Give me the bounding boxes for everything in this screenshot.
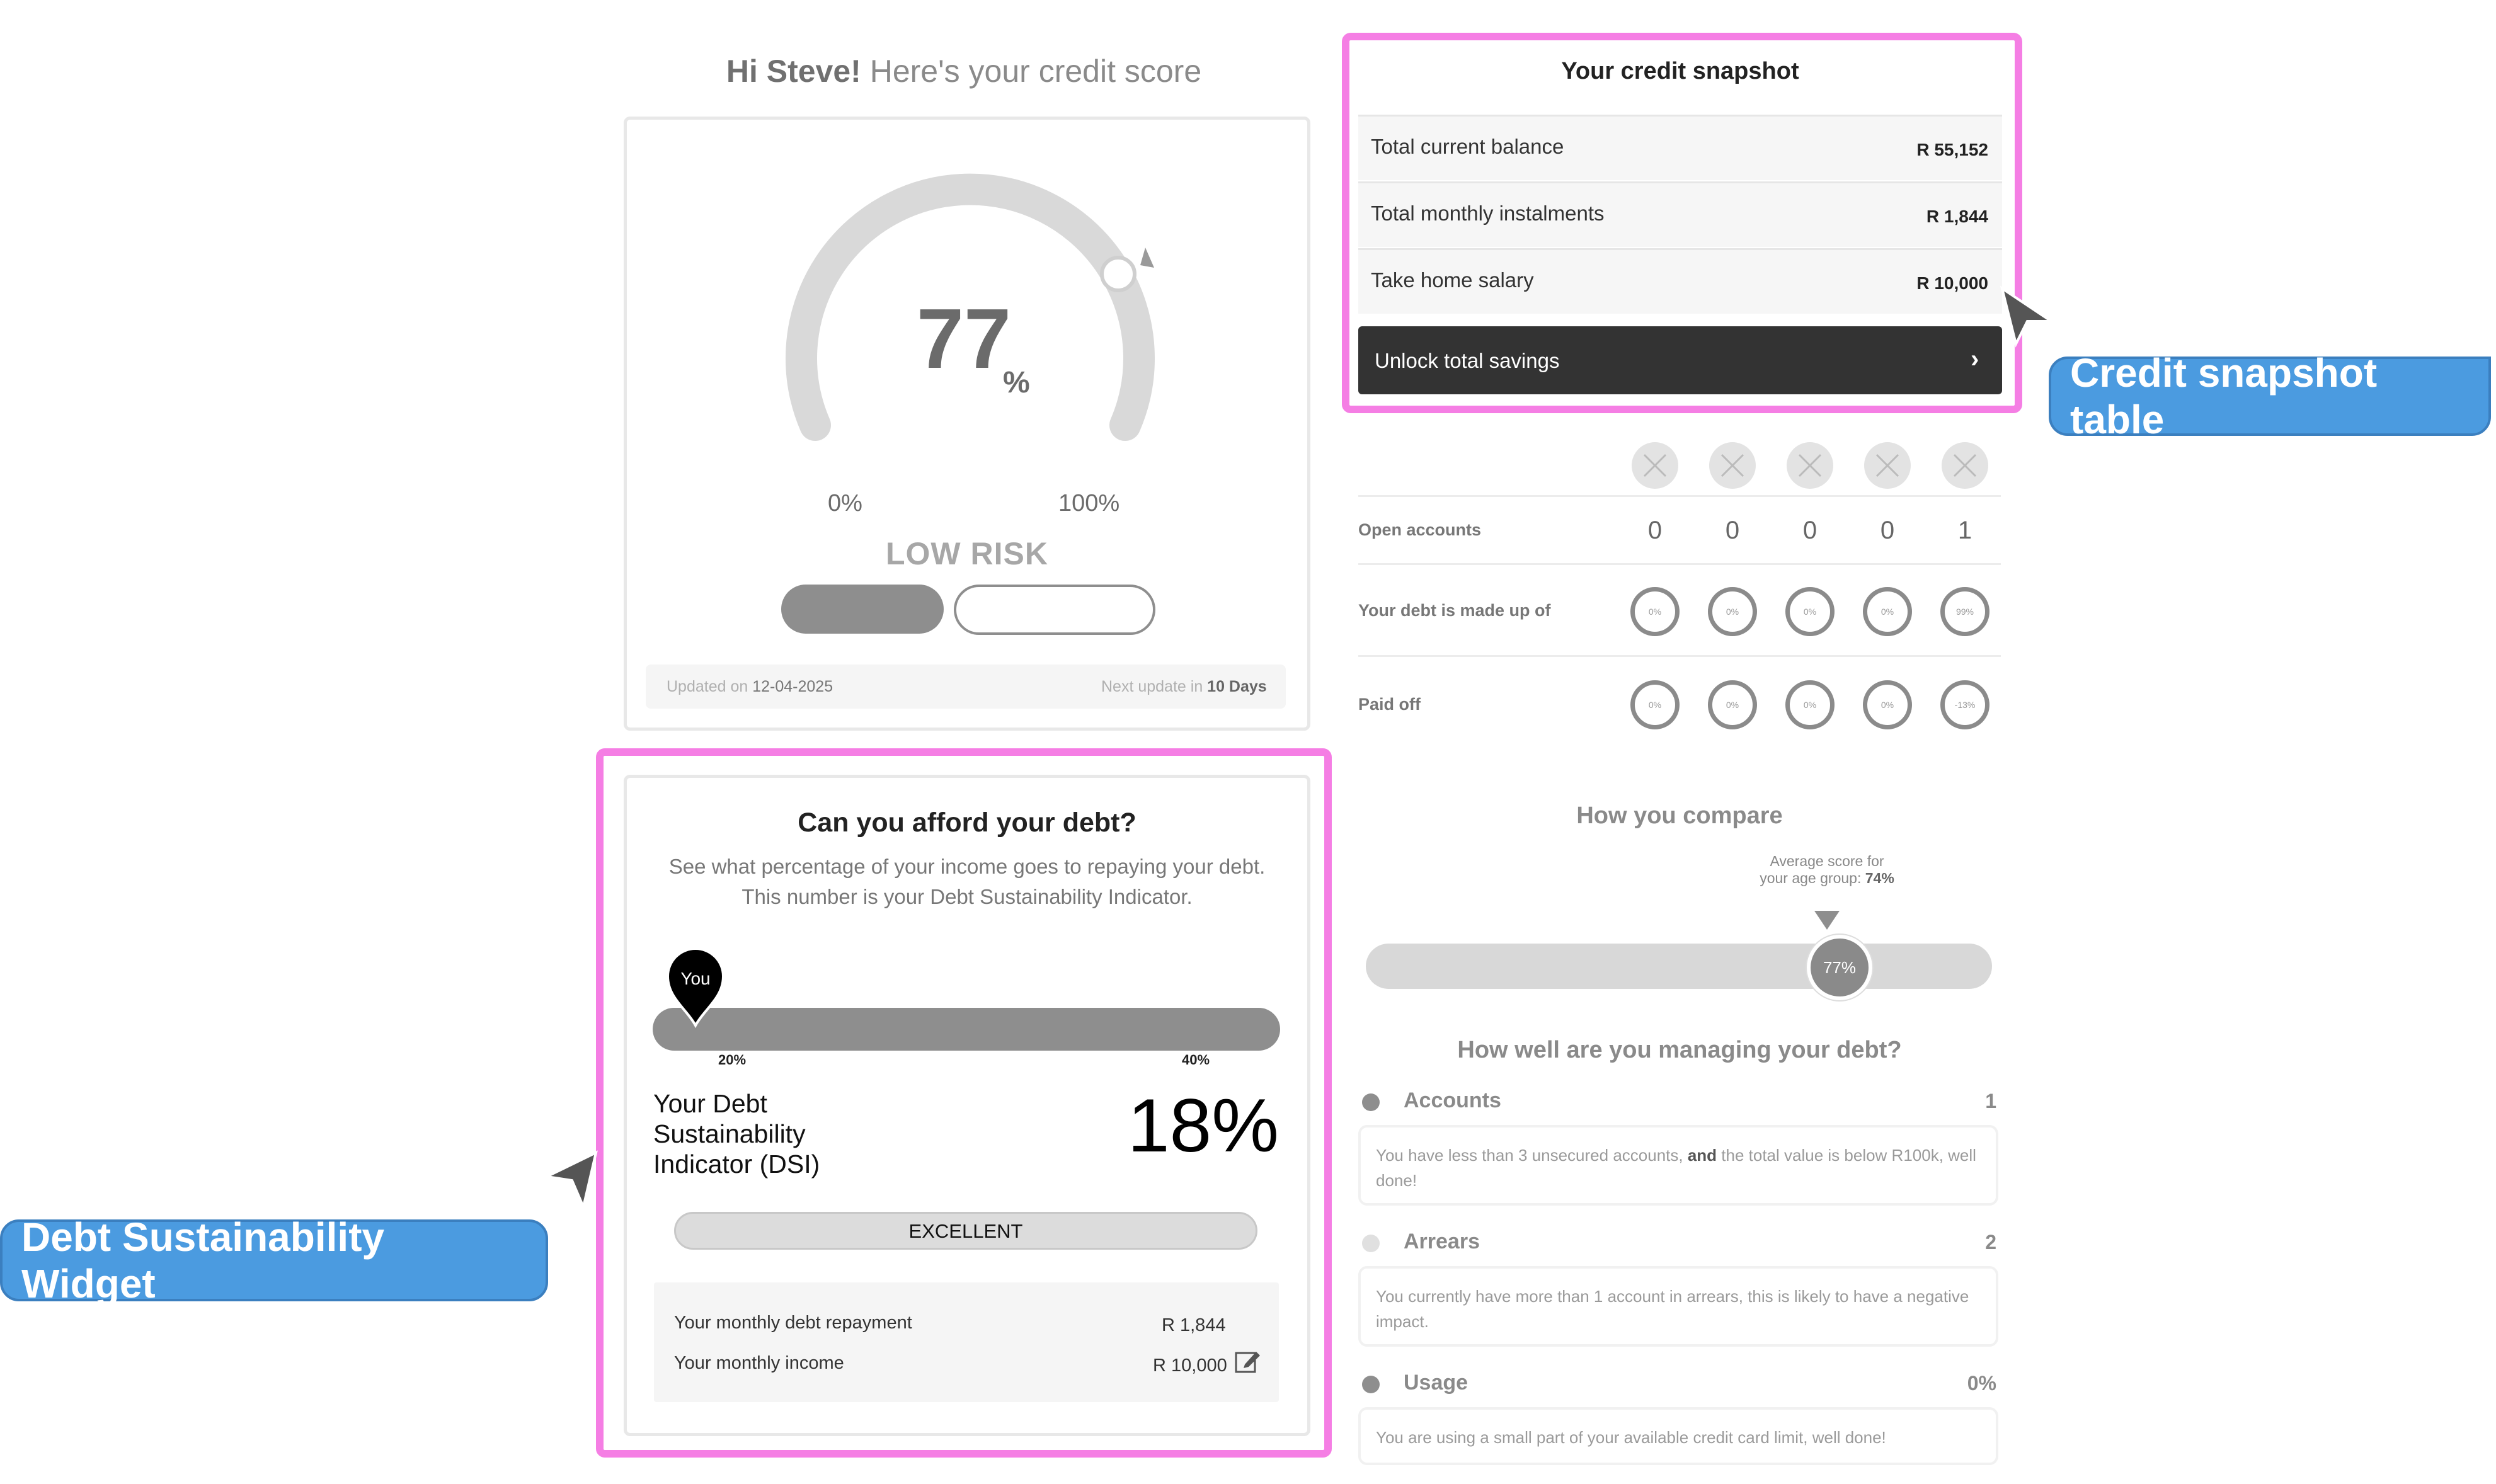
- repayment-label: Your monthly debt repayment: [674, 1313, 912, 1333]
- paid-off-ring: 0%: [1785, 680, 1835, 729]
- open-accounts-count: 0: [1802, 517, 1818, 544]
- snapshot-pointer-icon: [2000, 285, 2055, 348]
- your-score-marker: 77%: [1807, 935, 1872, 1000]
- open-accounts-label: Open accounts: [1358, 520, 1482, 539]
- open-accounts-count: 0: [1880, 517, 1895, 544]
- average-marker-icon: [1814, 911, 1840, 930]
- open-accounts-count: 0: [1725, 517, 1740, 544]
- snapshot-row-value: R 1,844: [1926, 207, 1988, 226]
- paid-off-ring: 0%: [1708, 680, 1757, 729]
- score-unit: %: [1003, 366, 1030, 399]
- dsi-highlight: [596, 748, 1332, 1458]
- debt-makeup-ring: 0%: [1863, 587, 1912, 636]
- status-bullet-icon: [1362, 1093, 1380, 1111]
- updated-on: Updated on 12-04-2025: [667, 678, 833, 695]
- managing-item-value: 0%: [1967, 1372, 1996, 1395]
- toggle-pill-inactive[interactable]: [954, 585, 1155, 635]
- you-label: You: [680, 969, 711, 988]
- dsi-title: Can you afford your debt?: [798, 808, 1136, 838]
- dsi-tick-40: 40%: [1182, 1052, 1210, 1068]
- paid-off-ring: 0%: [1863, 680, 1912, 729]
- snapshot-row-value: R 10,000: [1916, 273, 1988, 293]
- snapshot-highlight: [1342, 33, 2022, 413]
- snapshot-callout: Credit snapshot table: [2049, 350, 2491, 442]
- managing-item-name: Usage: [1404, 1371, 1468, 1395]
- managing-item-value: 1: [1985, 1090, 1996, 1112]
- income-value: R 10,000: [1153, 1356, 1227, 1376]
- open-accounts-count: 1: [1957, 517, 1972, 544]
- toggle-pill-active[interactable]: [781, 585, 944, 634]
- debt-makeup-ring: 99%: [1940, 587, 1989, 636]
- debt-makeup-ring: 0%: [1785, 587, 1835, 636]
- next-update-value: 10 Days: [1207, 678, 1267, 695]
- chevron-right-icon: ›: [1971, 345, 1979, 373]
- dsi-value: 18%: [1127, 1083, 1279, 1168]
- managing-item-name: Arrears: [1404, 1230, 1480, 1253]
- divider: [1358, 563, 2001, 565]
- paid-off-ring: 0%: [1630, 680, 1680, 729]
- dsi-callout: Debt Sustainability Widget: [0, 1214, 548, 1306]
- snapshot-row: [1358, 181, 2002, 247]
- debt-makeup-label: Your debt is made up of: [1358, 601, 1551, 620]
- unlock-savings-label: Unlock total savings: [1375, 349, 1560, 372]
- paid-off-label: Paid off: [1358, 695, 1421, 714]
- snapshot-row-label: Total current balance: [1371, 135, 1564, 158]
- dsi-name-label: Your Debt Sustainability Indicator (DSI): [653, 1089, 820, 1179]
- gauge-track: [786, 173, 1155, 441]
- managing-item-desc: You are using a small part of your avail…: [1358, 1407, 1998, 1465]
- compare-bar: [1366, 944, 1992, 989]
- account-type-icon: [1632, 442, 1678, 489]
- dsi-bar: [653, 1008, 1280, 1051]
- dsi-rating-badge: EXCELLENT: [674, 1212, 1257, 1250]
- average-score-value: 74%: [1865, 870, 1894, 886]
- you-pin-icon: [666, 947, 725, 1028]
- snapshot-row-value: R 55,152: [1916, 140, 1988, 159]
- repayment-value: R 1,844: [1162, 1315, 1226, 1335]
- account-type-icon: [1709, 442, 1756, 489]
- edit-icon[interactable]: [1234, 1348, 1261, 1376]
- snapshot-title: Your credit snapshot: [1561, 58, 1799, 84]
- status-bullet-icon: [1362, 1376, 1380, 1393]
- gauge-min-label: 0%: [828, 490, 862, 517]
- dsi-tick-20: 20%: [718, 1052, 747, 1068]
- snapshot-row-label: Take home salary: [1371, 268, 1534, 292]
- managing-item-desc: You have less than 3 unsecured accounts,…: [1358, 1125, 1998, 1206]
- paid-off-ring: -13%: [1940, 680, 1989, 729]
- snapshot-row: [1358, 248, 2002, 314]
- greeting: Hi Steve! Here's your credit score: [617, 53, 1310, 89]
- greeting-name: Hi Steve!: [726, 54, 861, 89]
- income-label: Your monthly income: [674, 1353, 844, 1373]
- score-value: 77: [916, 291, 1012, 386]
- account-type-icon: [1864, 442, 1911, 489]
- score-gauge: [786, 173, 1155, 441]
- risk-label: LOW RISK: [886, 536, 1048, 571]
- managing-title: How well are you managing your debt?: [1457, 1037, 1902, 1063]
- update-bar: [646, 665, 1286, 709]
- account-type-icon: [1942, 442, 1988, 489]
- divider: [1358, 495, 2001, 497]
- open-accounts-count: 0: [1647, 517, 1663, 544]
- snapshot-row-label: Total monthly instalments: [1371, 202, 1605, 225]
- snapshot-row: [1358, 115, 2002, 180]
- next-update: Next update in 10 Days: [1101, 678, 1267, 695]
- debt-makeup-ring: 0%: [1630, 587, 1680, 636]
- dsi-footer: [654, 1282, 1279, 1402]
- updated-date: 12-04-2025: [752, 678, 833, 695]
- gauge-max-label: 100%: [1058, 490, 1120, 517]
- divider: [1358, 655, 2001, 657]
- compare-title: How you compare: [1576, 802, 1783, 829]
- greeting-text: Here's your credit score: [869, 54, 1202, 89]
- account-type-icon: [1787, 442, 1833, 489]
- dsi-subtitle: See what percentage of your income goes …: [668, 855, 1266, 908]
- managing-item-desc: You currently have more than 1 account i…: [1358, 1266, 1998, 1347]
- status-bullet-icon: [1362, 1235, 1380, 1252]
- managing-item-name: Accounts: [1404, 1088, 1501, 1112]
- gauge-handle: [1100, 256, 1136, 292]
- gauge-arrow-icon: [1140, 248, 1154, 268]
- managing-item-value: 2: [1985, 1231, 1996, 1253]
- unlock-savings-button[interactable]: [1358, 326, 2002, 394]
- dsi-pointer-icon: [543, 1150, 598, 1211]
- average-score-label: Average score for your age group: 74%: [1760, 853, 1894, 886]
- debt-makeup-ring: 0%: [1708, 587, 1757, 636]
